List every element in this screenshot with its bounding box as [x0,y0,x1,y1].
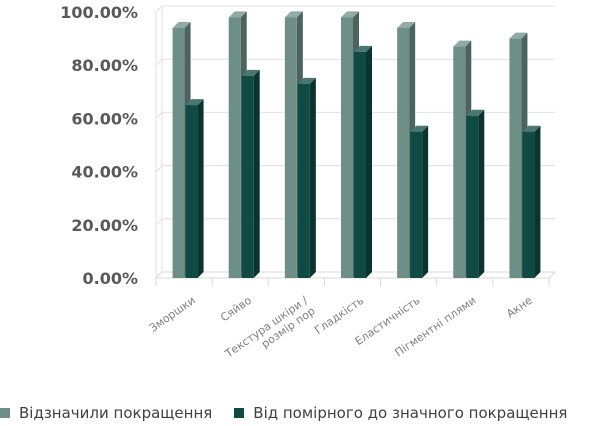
bar-top-s2-1 [185,99,204,106]
bar-s1-6 [453,46,466,278]
bar-top-s2-4 [354,45,372,52]
legend-item-series-2: Від помірного до значного покращення [234,404,567,422]
y-tick-label: 60.00% [71,109,138,128]
y-tick-label: 80.00% [71,56,138,75]
x-tick-label: Гладкість [312,294,366,337]
bar-s2-1 [185,105,198,278]
legend-swatch-series-2 [234,408,245,418]
bar-side-s2-1 [197,99,204,278]
bar-s1-3 [284,17,297,278]
bar-s2-5 [410,131,423,278]
bar-s2-3 [297,83,310,278]
x-tick-label-line: Сяйво [218,294,254,325]
legend-label-series-1: Відзначили покращення [19,404,213,422]
y-tick-label: 100.00% [60,3,138,22]
bar-top-s1-4 [341,11,359,18]
bar-top-s1-7 [509,32,528,39]
gridline [155,5,555,13]
bar-top-s1-5 [397,21,416,28]
legend-swatch-series-1 [0,408,10,418]
legend-label-series-2: Від помірного до значного покращення [253,404,568,422]
bar-top-s2-3 [297,77,316,84]
bar-side-s2-6 [478,109,485,279]
bar-top-s2-7 [522,125,541,132]
bar-side-s2-5 [422,125,429,278]
bar-top-s1-6 [453,40,472,47]
bar-side-s2-7 [534,125,541,278]
y-tick-label: 40.00% [71,163,138,182]
gridline [155,111,555,119]
x-tick-label-line: Зморшки [147,294,198,335]
bar-s2-4 [354,51,366,279]
bar-s1-5 [397,27,410,279]
bar-top-s1-2 [228,11,247,18]
bar-s1-4 [341,17,353,278]
x-tick-label-line: Гладкість [312,294,366,337]
y-tick-label: 0.00% [82,269,138,288]
bar-side-s2-2 [253,69,260,278]
bar-top-s1-1 [172,21,191,28]
x-tick-label: Зморшки [147,294,198,335]
bar-s2-2 [241,75,254,278]
x-tick-label-line: Акне [504,294,535,321]
bar-top-s1-3 [284,11,303,18]
bar-s1-1 [172,27,185,279]
bar-s2-6 [466,115,479,279]
y-tick-label: 20.00% [71,216,138,235]
bar-s1-7 [509,38,522,278]
bar-top-s2-2 [241,69,260,76]
legend: Відзначили покращення Від помірного до з… [0,402,612,424]
bar-top-s2-6 [466,109,485,116]
bar-side-s2-3 [309,77,316,278]
gridline [155,58,555,66]
x-tick-label: Акне [504,294,535,321]
bar-s2-7 [522,131,535,278]
bar-top-s2-5 [410,125,429,132]
legend-item-series-1: Відзначили покращення [0,404,212,422]
bar-s1-2 [228,17,241,278]
x-tick-label: Сяйво [218,294,254,325]
bar-side-s2-4 [366,45,372,279]
